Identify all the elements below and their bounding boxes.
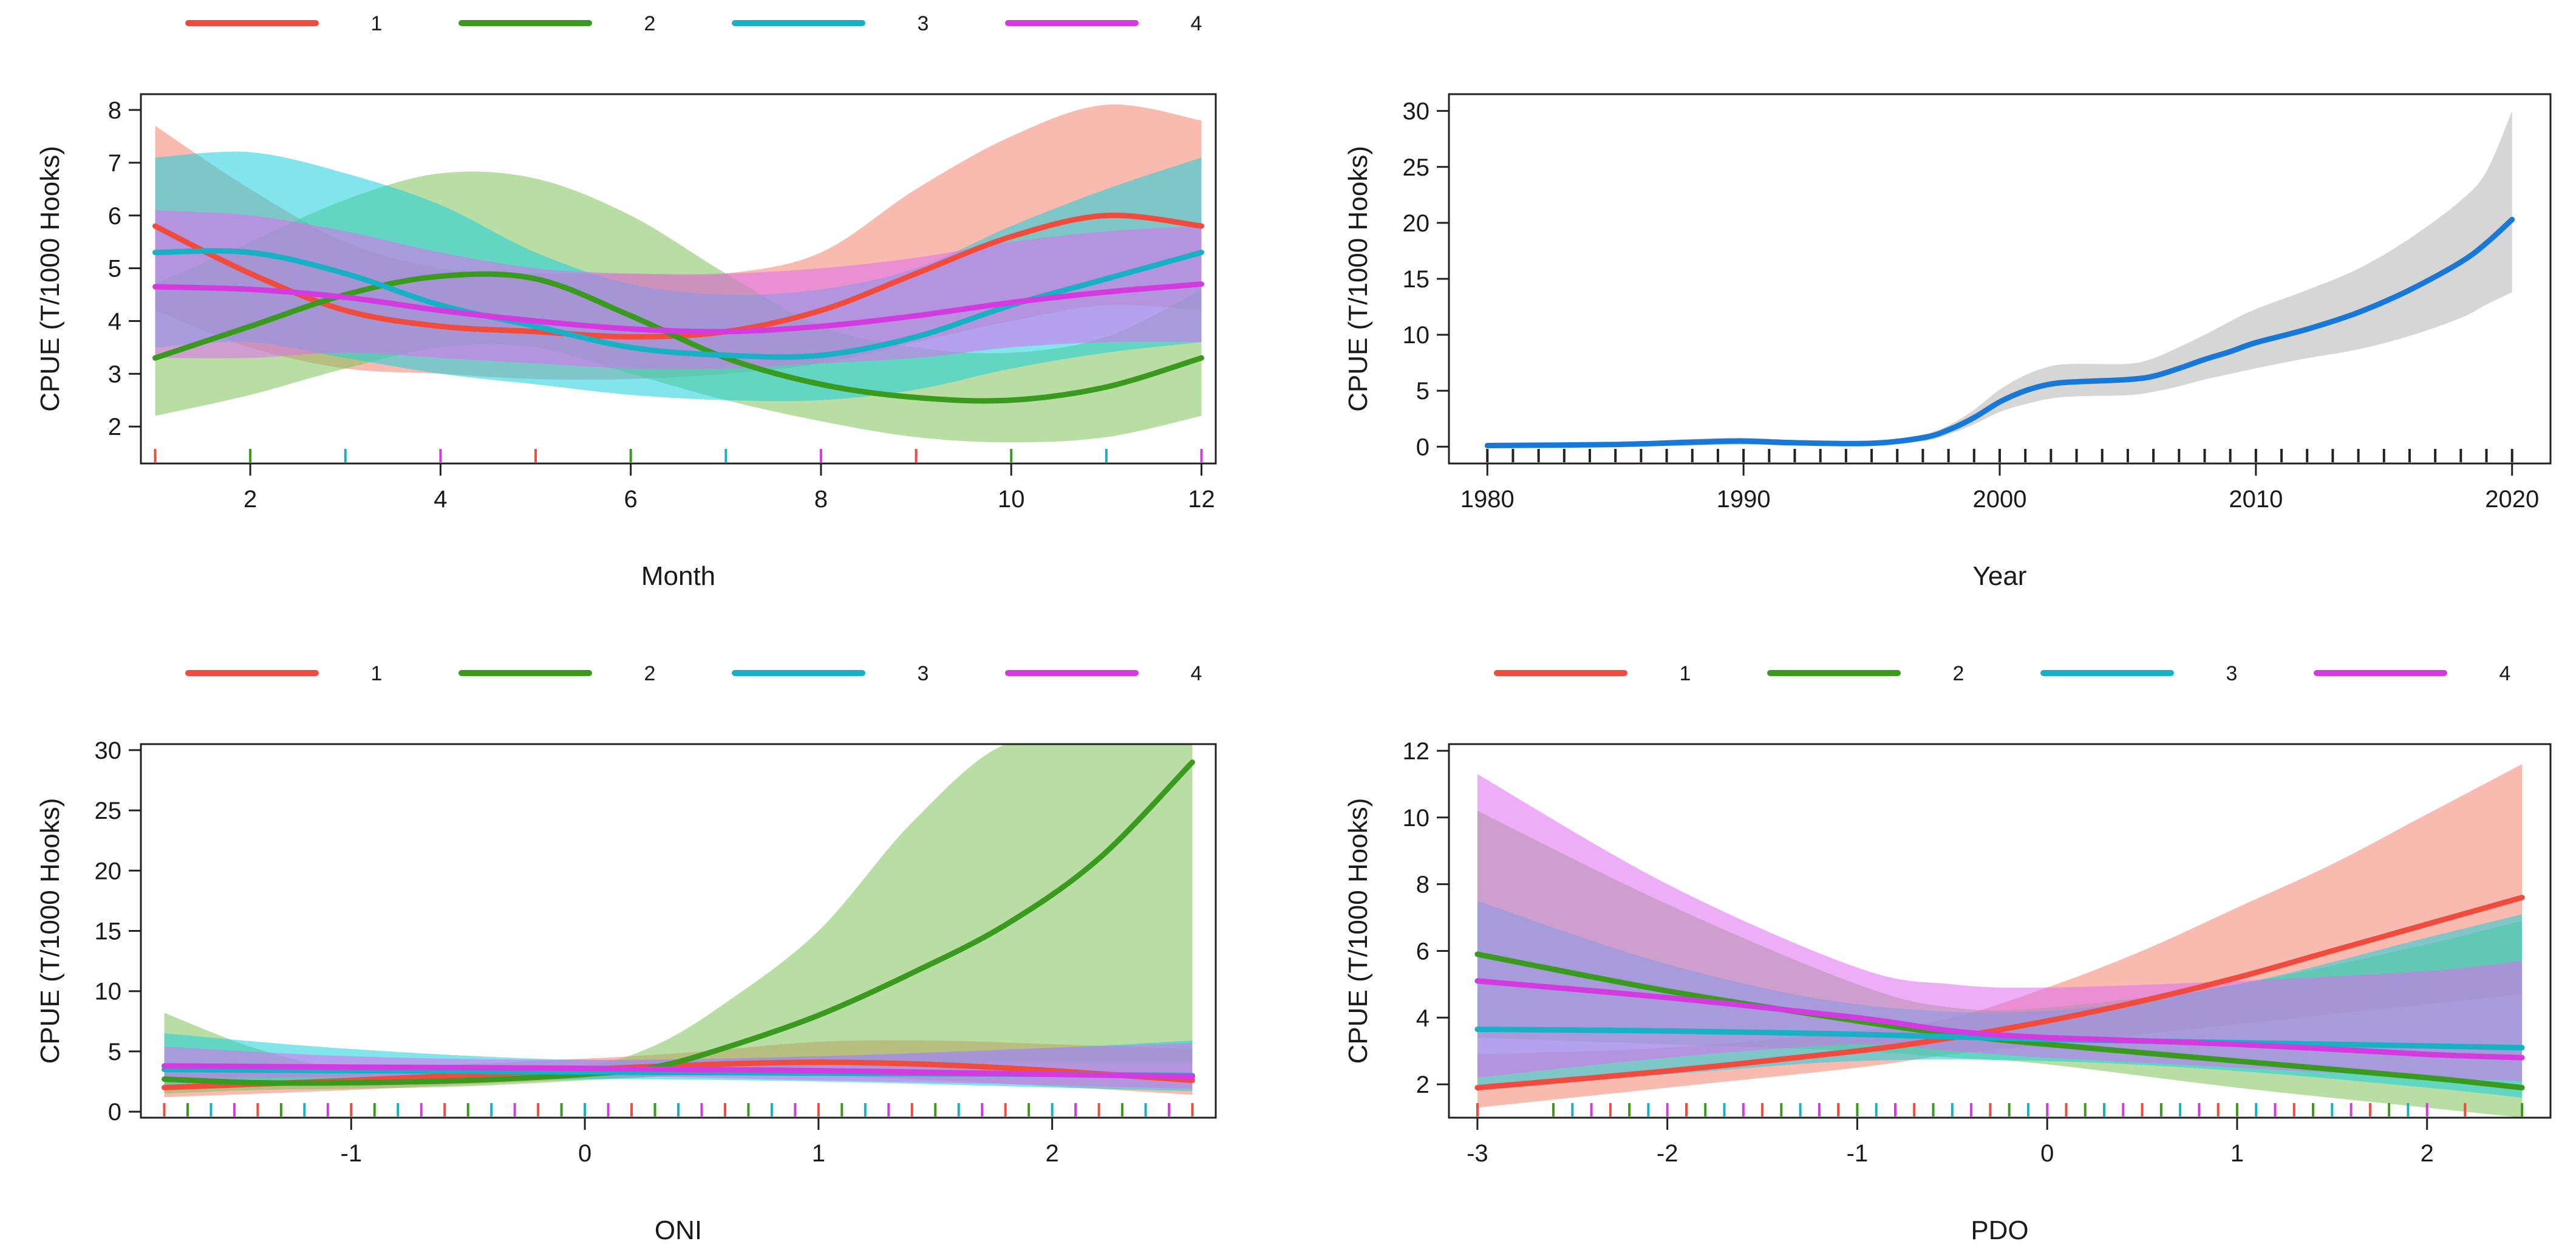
month-xtick-label: 12 [1188,486,1215,513]
year-ytick-label: 20 [1403,210,1430,237]
pdo-line-1 [1474,895,2525,1091]
month-ytick-label: 2 [108,414,121,440]
oni-legend-label: 4 [1191,662,1202,685]
oni-band-2 [164,744,1193,1094]
month-xtick-label: 2 [244,486,257,513]
pdo-ytick-label: 12 [1403,738,1430,765]
month-ytick-label: 4 [108,308,121,335]
month-legend-label: 2 [644,12,656,35]
pdo-xtick-label: -2 [1657,1140,1678,1167]
oni-ytick-label: 30 [95,737,122,764]
month-legend-label: 4 [1191,12,1202,35]
month-ytick-label: 5 [108,256,121,282]
oni-legend-label: 2 [644,662,656,685]
oni-x-axis-label: ONI [655,1215,702,1245]
oni-line-4 [162,1063,1195,1079]
oni-ytick-label: 10 [95,979,122,1005]
year-x-axis-label: Year [1973,561,2027,591]
year-band-fit [1487,111,2512,447]
month-line-4 [152,281,1204,335]
pdo-legend-label: 2 [1953,662,1964,685]
month-ytick-label: 7 [108,150,121,177]
month-ytick-label: 6 [108,203,121,230]
oni-y-axis-label: CPUE (T/1000 Hooks) [35,798,65,1064]
pdo-plot-area [1474,764,2525,1118]
year-panel: 1980 1990 2000 2010 2020 0 5 10 15 20 25 30 Year CPUE… [1343,93,2552,591]
oni-ytick-label: 15 [95,918,122,945]
year-xtick-label: 2020 [2485,486,2539,513]
oni-legend: 1 2 3 4 [185,662,1202,685]
oni-plot-area [162,744,1195,1098]
pdo-xtick-label: 0 [2040,1140,2054,1167]
pdo-line-4 [1474,978,2525,1061]
month-xtick-label: 4 [434,486,447,513]
pdo-legend-label: 4 [2499,662,2511,685]
oni-xtick-label: -1 [341,1140,363,1167]
year-xtick-label: 1980 [1460,486,1515,513]
year-ytick-label: 10 [1403,322,1430,349]
pdo-xtick-label: 2 [2421,1140,2434,1167]
pdo-legend-label: 3 [2226,662,2238,685]
month-legend: 1 2 3 4 [185,12,1202,35]
oni-legend-label: 3 [918,662,929,685]
pdo-ytick-label: 2 [1416,1072,1429,1098]
pdo-legend-label: 1 [1680,662,1691,685]
month-ytick-label: 8 [108,97,121,124]
month-xtick-label: 10 [998,486,1025,513]
year-ytick-label: 5 [1416,378,1429,405]
month-x-axis-label: Month [641,561,715,591]
oni-legend-label: 1 [371,662,383,685]
pdo-xtick-label: 1 [2230,1140,2244,1167]
pdo-xtick-label: -3 [1467,1140,1488,1167]
month-xtick-label: 8 [814,486,828,513]
year-ytick-label: 30 [1403,98,1430,125]
pdo-legend: 1 2 3 4 [1494,662,2511,685]
month-legend-label: 1 [371,12,383,35]
pdo-ytick-label: 4 [1416,1005,1429,1031]
oni-ytick-label: 0 [108,1099,121,1126]
pdo-x-axis-label: PDO [1971,1215,2028,1245]
month-y-axis-label: CPUE (T/1000 Hooks) [35,146,65,412]
oni-xtick-label: 1 [812,1140,825,1167]
oni-line-2 [162,759,1195,1086]
month-ytick-label: 3 [108,361,121,388]
year-ytick-label: 0 [1416,434,1429,460]
pdo-xtick-label: -1 [1847,1140,1869,1167]
oni-ytick-label: 25 [95,798,122,824]
year-ytick-label: 15 [1403,266,1430,293]
oni-ytick-label: 5 [108,1039,121,1065]
pdo-ytick-label: 8 [1416,872,1429,898]
month-legend-label: 3 [918,12,929,35]
year-plot-area [1484,111,2515,448]
year-y-axis-label: CPUE (T/1000 Hooks) [1343,146,1373,412]
year-ytick-label: 25 [1403,154,1430,181]
month-frame [140,93,1217,465]
pdo-frame [1448,743,2552,1119]
oni-xtick-label: 2 [1046,1140,1059,1167]
pdo-ytick-label: 6 [1416,938,1429,965]
month-plot-area [152,104,1204,443]
pdo-ytick-label: 10 [1403,805,1430,832]
year-xtick-label: 2000 [1973,486,2027,513]
year-line-fit [1484,216,2515,448]
year-xtick-label: 2010 [2229,486,2283,513]
month-xtick-label: 6 [624,486,638,513]
pdo-y-axis-label: CPUE (T/1000 Hooks) [1343,798,1373,1064]
oni-xtick-label: 0 [578,1140,591,1167]
oni-ytick-label: 20 [95,858,122,884]
year-xtick-label: 1990 [1717,486,1771,513]
